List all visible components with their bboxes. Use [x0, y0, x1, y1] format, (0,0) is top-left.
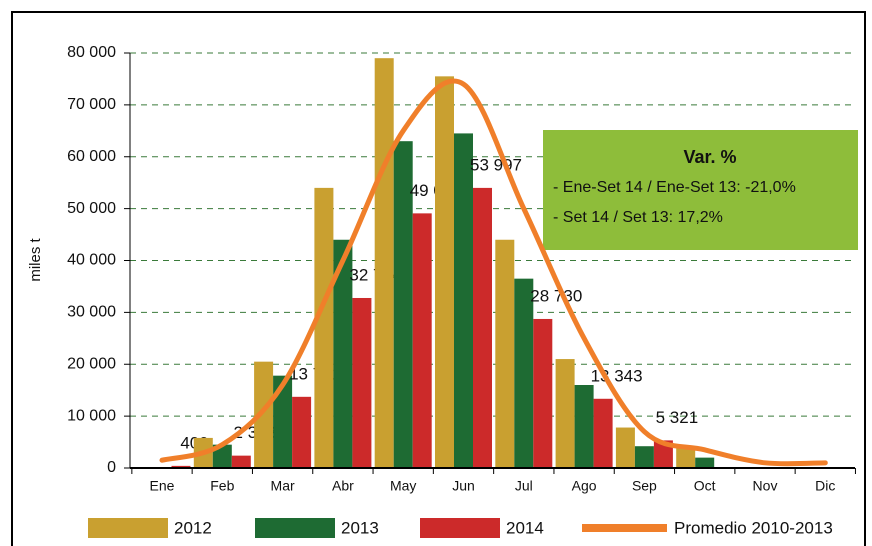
bar	[593, 398, 613, 468]
y-tick-label: 70 000	[67, 96, 116, 113]
value-label: 28 730	[530, 286, 582, 305]
bar	[634, 446, 654, 468]
x-tick-label: Sep	[632, 478, 657, 494]
legend-swatch	[420, 518, 500, 538]
legend-label: Promedio 2010-2013	[674, 518, 833, 537]
x-tick-label: Jun	[452, 478, 475, 494]
legend-swatch	[582, 524, 667, 532]
bar	[374, 58, 394, 468]
x-tick-label: Abr	[332, 478, 354, 494]
line	[159, 78, 828, 467]
annotation-title: Var. %	[683, 147, 736, 167]
x-tick-label: Nov	[753, 478, 778, 494]
value-label: 5 321	[656, 408, 699, 427]
legend-label: 2013	[341, 518, 379, 537]
legend-label: 2014	[506, 518, 544, 537]
y-tick-label: 80 000	[67, 44, 116, 61]
x-tick-label: Mar	[271, 478, 295, 494]
bar	[171, 465, 191, 468]
x-tick-label: May	[390, 478, 416, 494]
bar	[676, 447, 696, 468]
bar	[695, 457, 715, 468]
annotation-line: - Ene-Set 14 / Ene-Set 13: -21,0%	[553, 179, 796, 196]
bar	[473, 187, 492, 468]
bar	[314, 187, 334, 468]
y-tick-label: 10 000	[67, 407, 116, 424]
bar	[292, 396, 312, 468]
bar	[454, 133, 473, 468]
y-tick-label: 0	[107, 459, 116, 476]
bar	[653, 440, 673, 468]
bar	[514, 278, 534, 468]
y-tick-label: 50 000	[67, 200, 116, 217]
y-tick-label: 60 000	[67, 148, 116, 165]
bar	[574, 385, 594, 468]
bar	[254, 361, 274, 468]
legend-swatch	[255, 518, 335, 538]
x-tick-label: Dic	[815, 478, 835, 494]
x-tick-label: Jul	[515, 478, 533, 494]
bar	[273, 375, 293, 468]
bar	[615, 427, 635, 468]
y-tick-label: 40 000	[67, 252, 116, 269]
bar	[435, 76, 454, 468]
bar	[352, 297, 372, 468]
x-tick-label: Ago	[572, 478, 597, 494]
x-tick-label: Feb	[210, 478, 234, 494]
legend-label: 2012	[174, 518, 212, 537]
bar	[393, 141, 413, 468]
bar	[495, 239, 515, 468]
y-axis-label: miles t	[27, 238, 44, 282]
bar	[333, 239, 353, 468]
y-tick-label: 30 000	[67, 304, 116, 321]
annotation-box	[543, 130, 858, 250]
bar	[533, 318, 553, 468]
x-tick-label: Ene	[150, 478, 175, 494]
bar	[412, 213, 432, 468]
value-label: 53 997	[470, 155, 522, 174]
x-tick-label: Oct	[694, 478, 716, 494]
bar	[212, 444, 232, 468]
bar	[231, 455, 251, 468]
y-tick-label: 20 000	[67, 355, 116, 372]
bar	[555, 359, 575, 468]
annotation-line: - Set 14 / Set 13: 17,2%	[553, 209, 723, 226]
legend-swatch	[88, 518, 168, 538]
